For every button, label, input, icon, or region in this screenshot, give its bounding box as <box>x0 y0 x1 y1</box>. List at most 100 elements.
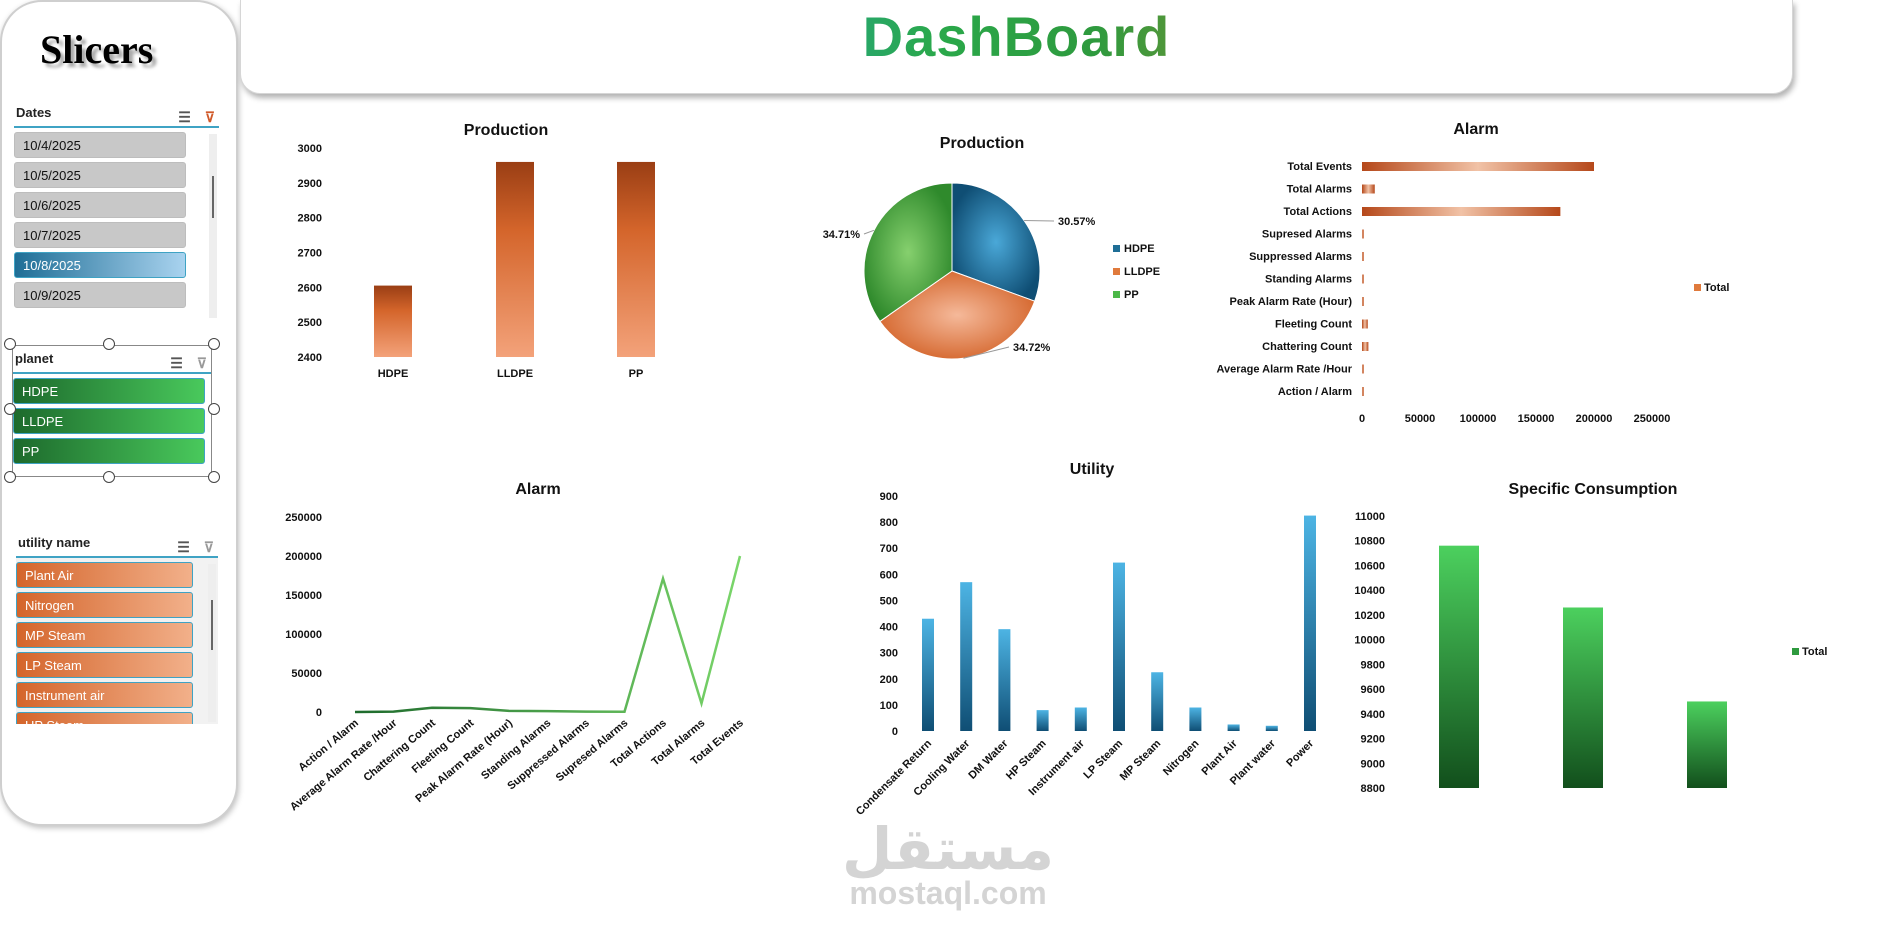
dashboard-title: DashBoard <box>241 4 1792 69</box>
pie-data-label: 34.72% <box>1013 342 1051 354</box>
x-tick-label: 50000 <box>1405 413 1436 425</box>
resize-handle-top-right[interactable] <box>208 338 220 350</box>
planet-slicer-header: planet ☰ ⊽ <box>13 346 211 374</box>
utility-item[interactable]: LP Steam <box>16 652 193 678</box>
specific-consumption-chart: Specific Consumption 11000 10800 10600 10400… <box>1354 481 1827 795</box>
utility-item[interactable]: Instrument air <box>16 682 193 708</box>
x-tick-label: 150000 <box>1518 413 1555 425</box>
clear-filter-icon[interactable]: ⊽ <box>204 109 215 125</box>
legend-swatch <box>1792 648 1799 655</box>
resize-handle-bottom-left[interactable] <box>4 471 16 483</box>
y-tick-label: 250000 <box>285 512 322 524</box>
x-tick-label: 0 <box>1359 413 1365 425</box>
chart-title: Specific Consumption <box>1509 481 1678 498</box>
pie-data-label: 30.57% <box>1058 216 1096 228</box>
bar <box>1362 387 1364 396</box>
dates-slicer: Dates ☰ ⊽ 10/4/2025 10/5/2025 10/6/2025 10/… <box>14 100 219 322</box>
legend-swatch <box>1113 245 1120 252</box>
utility-item[interactable]: HP Steam <box>16 712 193 724</box>
x-tick-label: 100000 <box>1460 413 1497 425</box>
resize-handle-left[interactable] <box>4 403 16 415</box>
dates-scrollbar[interactable] <box>209 134 217 318</box>
x-tick-label: LLDPE <box>497 368 533 380</box>
leader-line <box>963 346 1010 359</box>
y-tick-label: 10400 <box>1354 585 1385 597</box>
pie-data-label: 34.71% <box>823 229 861 241</box>
y-tick-label: Average Alarm Rate /Hour <box>1216 364 1352 376</box>
multi-select-icon[interactable]: ☰ <box>177 539 190 555</box>
planet-item[interactable]: LLDPE <box>13 408 205 434</box>
dates-item[interactable]: 10/6/2025 <box>14 192 186 218</box>
bar <box>1362 184 1375 194</box>
x-tick-label: Chattering Count <box>361 717 438 784</box>
bar <box>617 161 655 357</box>
dates-item[interactable]: 10/8/2025 <box>14 252 186 278</box>
resize-handle-bottom-right[interactable] <box>208 471 220 483</box>
y-tick-label: 400 <box>880 622 898 634</box>
dates-slicer-title: Dates <box>16 105 52 120</box>
bar <box>998 629 1011 731</box>
bar <box>374 285 412 357</box>
x-tick-label: Supresed Alarms <box>554 717 631 784</box>
y-tick-label: 700 <box>880 543 898 555</box>
dates-item[interactable]: 10/7/2025 <box>14 222 186 248</box>
watermark-latin: mostaql.com <box>849 875 1047 911</box>
bar <box>1113 562 1125 731</box>
y-tick-label: Total Events <box>1287 161 1352 173</box>
series-line <box>354 555 742 714</box>
planet-slicer-title: planet <box>15 351 54 366</box>
legend-swatch <box>1694 284 1701 291</box>
utility-item[interactable]: MP Steam <box>16 622 193 648</box>
y-tick-label: 10600 <box>1354 560 1385 572</box>
chart-title: Alarm <box>1453 121 1498 138</box>
utility-slicer-title: utility name <box>18 535 91 550</box>
y-tick-label: 9000 <box>1361 758 1385 770</box>
utility-slicer-header: utility name ☰ ⊽ <box>16 530 218 558</box>
resize-handle-right[interactable] <box>208 403 220 415</box>
y-tick-label: 100 <box>880 700 898 712</box>
y-tick-label: 2900 <box>298 178 322 190</box>
resize-handle-bottom[interactable] <box>103 471 115 483</box>
dates-item[interactable]: 10/4/2025 <box>14 132 186 158</box>
dates-item[interactable]: 10/9/2025 <box>14 282 186 308</box>
dates-item[interactable]: 10/5/2025 <box>14 162 186 188</box>
bar <box>496 161 534 357</box>
utility-scrollbar[interactable] <box>208 564 216 722</box>
x-tick-label: Condensate Return <box>854 737 934 817</box>
bar <box>1362 229 1364 239</box>
bar <box>960 582 973 731</box>
y-tick-label: 800 <box>880 517 898 529</box>
y-tick-label: 100000 <box>285 629 322 641</box>
y-tick-label: 300 <box>880 648 898 660</box>
utility-item[interactable]: Plant Air <box>16 562 193 588</box>
multi-select-icon[interactable]: ☰ <box>178 109 191 125</box>
bar <box>1362 252 1364 261</box>
clear-filter-icon[interactable]: ⊽ <box>196 355 207 371</box>
bar <box>922 618 934 731</box>
clear-filter-icon[interactable]: ⊽ <box>203 539 214 555</box>
dates-slicer-list: 10/4/2025 10/5/2025 10/6/2025 10/7/2025 10/8… <box>14 128 219 322</box>
planet-item[interactable]: PP <box>13 438 205 464</box>
resize-handle-top-left[interactable] <box>4 338 16 350</box>
y-tick-label: Peak Alarm Rate (Hour) <box>1230 296 1353 308</box>
utility-item[interactable]: Nitrogen <box>16 592 193 618</box>
chart-title: Utility <box>1070 461 1115 478</box>
y-tick-label: 2800 <box>298 213 322 225</box>
x-tick-label: Standing Alarms <box>479 717 553 782</box>
y-tick-label: 8800 <box>1361 783 1385 795</box>
y-tick-label: 150000 <box>285 590 322 602</box>
planet-item[interactable]: HDPE <box>13 378 205 404</box>
alarm-horizontal-bar-chart: Alarm Total Events Total Alarms Total Actio… <box>1216 121 1729 425</box>
planet-slicer: planet ☰ ⊽ HDPE LLDPE PP <box>12 345 212 477</box>
legend-label: Total <box>1704 282 1729 294</box>
bar <box>1362 364 1364 374</box>
x-tick-label: 250000 <box>1634 413 1671 425</box>
x-tick-label: 200000 <box>1576 413 1613 425</box>
bar <box>1362 297 1364 306</box>
chart-title: Production <box>940 135 1024 152</box>
resize-handle-top[interactable] <box>103 338 115 350</box>
y-tick-label: 10000 <box>1354 635 1385 647</box>
multi-select-icon[interactable]: ☰ <box>170 355 183 371</box>
bar <box>1304 515 1316 731</box>
y-tick-label: 9600 <box>1361 684 1385 696</box>
